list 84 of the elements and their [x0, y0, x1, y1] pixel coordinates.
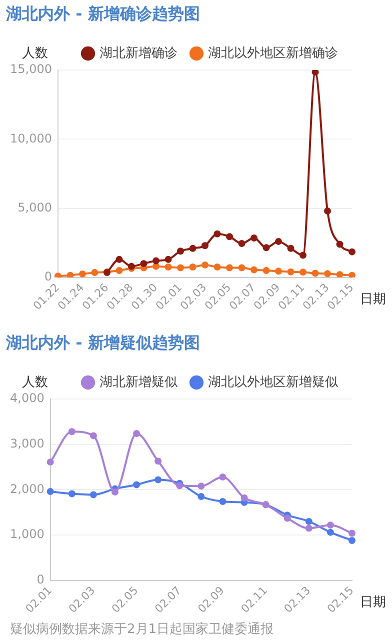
point — [312, 270, 319, 277]
point — [68, 428, 76, 436]
point — [66, 272, 74, 278]
y-tick-label: 0 — [44, 270, 52, 284]
point — [262, 244, 270, 252]
legend-label: 湖北新增确诊 — [100, 46, 178, 61]
point — [201, 261, 208, 268]
point — [116, 266, 123, 274]
legend-label: 湖北新增疑似 — [100, 374, 178, 390]
text: 疑似病例数据来源于2月1日起国家卫健委通报 — [9, 621, 275, 638]
point — [90, 491, 97, 498]
point — [300, 252, 306, 259]
point — [164, 264, 172, 271]
y-tick-label: 1,000 — [10, 527, 44, 542]
point — [226, 233, 233, 240]
point — [348, 272, 356, 278]
point — [324, 208, 331, 215]
point — [176, 248, 184, 255]
point — [305, 518, 312, 525]
point — [240, 494, 248, 502]
y-tick-label: 15,000 — [10, 62, 52, 76]
point — [154, 476, 162, 484]
point — [152, 257, 160, 264]
point — [250, 266, 258, 274]
point — [287, 268, 294, 276]
point — [68, 490, 76, 498]
point — [274, 238, 282, 245]
point — [326, 522, 334, 529]
legend-label: 湖北以外地区新增疑似 — [208, 374, 338, 390]
y-tick-label: 10,000 — [10, 131, 52, 146]
point — [164, 256, 172, 263]
point — [284, 514, 291, 522]
legend-label: 湖北以外地区新增确诊 — [208, 46, 338, 61]
x-axis-title: 日期 — [360, 292, 386, 307]
point — [91, 269, 98, 276]
point — [219, 474, 226, 480]
point — [336, 240, 344, 248]
point — [324, 270, 331, 278]
point — [198, 493, 205, 500]
point — [90, 432, 97, 440]
y-tick-label: 0 — [36, 572, 44, 587]
point — [189, 264, 196, 271]
point — [348, 248, 356, 256]
point — [116, 256, 123, 263]
x-axis-title: 日期 — [360, 594, 386, 610]
point — [214, 264, 221, 271]
point — [189, 244, 196, 252]
point — [176, 264, 184, 272]
point — [274, 268, 282, 275]
point — [133, 430, 140, 437]
point — [201, 242, 208, 250]
chart-title: 湖北内外 - 新增疑似趋势图 — [5, 332, 201, 354]
y-axis-title: 人数 — [22, 374, 48, 390]
point — [140, 260, 148, 268]
point — [250, 234, 258, 242]
point — [305, 524, 312, 532]
point — [226, 264, 233, 272]
point — [152, 262, 160, 270]
y-tick-label: 2,000 — [10, 482, 44, 496]
point — [133, 481, 140, 488]
point — [348, 530, 356, 537]
point — [348, 536, 356, 544]
point — [46, 488, 54, 496]
point — [111, 488, 118, 496]
point — [336, 271, 344, 278]
point — [214, 230, 221, 238]
y-tick-label: 5,000 — [18, 200, 52, 214]
point — [154, 458, 162, 465]
point — [326, 528, 334, 536]
point — [238, 240, 246, 248]
chart-title: 湖北内外 - 新增确诊趋势图 — [5, 3, 201, 25]
point — [312, 70, 319, 76]
point — [300, 268, 306, 276]
y-tick-label: 3,000 — [10, 436, 44, 450]
y-tick-label: 4,000 — [10, 391, 44, 406]
point — [219, 498, 226, 505]
point — [198, 482, 205, 490]
point — [46, 458, 54, 466]
point — [262, 266, 270, 274]
point — [78, 270, 86, 278]
point — [176, 482, 184, 490]
y-axis-title: 人数 — [22, 46, 48, 61]
point — [238, 264, 246, 272]
point — [287, 244, 294, 252]
